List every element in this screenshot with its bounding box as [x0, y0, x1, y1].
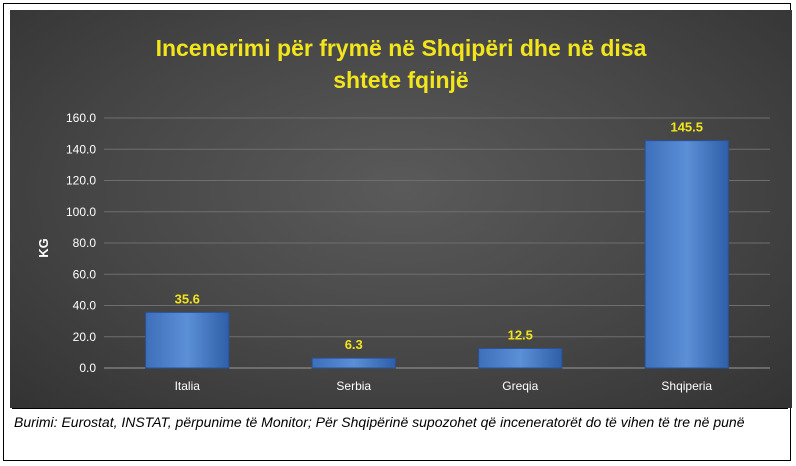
x-tick-label-italia: Italia	[175, 379, 201, 393]
x-tick-label-shqiperia: Shqiperia	[661, 379, 712, 393]
chart-title-line-2: shtete fqinjë	[333, 67, 468, 93]
y-tick-label: 80.0	[73, 236, 97, 250]
source-caption: Burimi: Eurostat, INSTAT, përpunime të M…	[12, 408, 788, 460]
data-label-serbia: 6.3	[345, 337, 363, 352]
data-label-greqia: 12.5	[508, 327, 533, 342]
chart-area: Incenerimi për frymë në Shqipëri dhe në …	[10, 10, 792, 408]
y-tick-label: 20.0	[73, 330, 97, 344]
data-label-shqiperia: 145.5	[670, 120, 703, 135]
data-label-italia: 35.6	[175, 291, 200, 306]
chart-frame: Incenerimi për frymë në Shqipëri dhe në …	[3, 3, 792, 461]
x-tick-label-serbia: Serbia	[336, 379, 371, 393]
bar-layer	[145, 140, 729, 369]
bar-greqia	[478, 347, 563, 369]
y-tick-label: 100.0	[66, 205, 96, 219]
y-tick-label: 120.0	[66, 174, 96, 188]
bar-italia	[145, 311, 230, 369]
y-axis-label: KG	[36, 238, 51, 258]
y-axis-ticks: 0.0 20.0 40.0 60.0 80.0 100.0 120.0 140.0 160.0	[66, 111, 96, 375]
bar-shqiperia	[644, 140, 729, 369]
bar-serbia	[311, 357, 396, 369]
y-tick-label: 140.0	[66, 142, 96, 156]
data-label-layer: 35.6 6.3 12.5 145.5	[175, 120, 703, 353]
y-tick-label: 40.0	[73, 299, 97, 313]
x-tick-label-greqia: Greqia	[502, 379, 538, 393]
chart-svg: Incenerimi për frymë në Shqipëri dhe në …	[36, 35, 770, 393]
chart-title-line-1: Incenerimi për frymë në Shqipëri dhe në …	[156, 35, 647, 61]
x-axis-ticks: Italia Serbia Greqia Shqiperia	[175, 379, 713, 393]
y-tick-label: 160.0	[66, 111, 96, 125]
y-tick-label: 0.0	[79, 361, 96, 375]
y-tick-label: 60.0	[73, 267, 97, 281]
